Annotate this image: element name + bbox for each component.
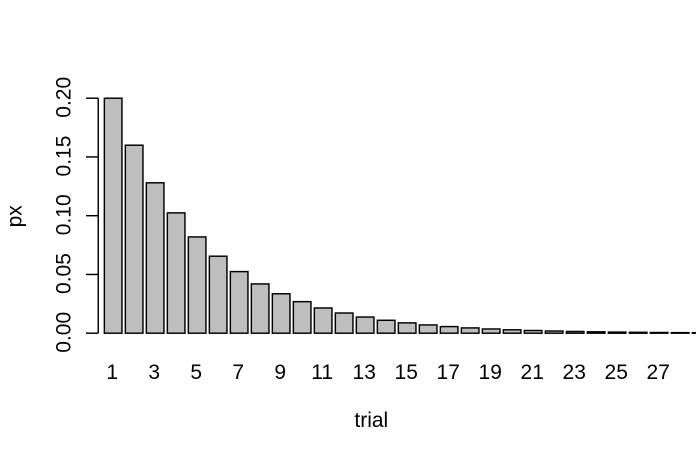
svg-text:0.00: 0.00 [52,312,75,353]
svg-text:13: 13 [353,361,376,384]
svg-text:19: 19 [479,361,502,384]
svg-text:1: 1 [106,361,118,384]
svg-text:23: 23 [563,361,586,384]
svg-text:7: 7 [232,361,244,384]
svg-text:trial: trial [354,409,388,432]
svg-text:3: 3 [148,361,160,384]
svg-text:5: 5 [190,361,202,384]
svg-text:9: 9 [274,361,286,384]
svg-text:21: 21 [521,361,544,384]
svg-text:0.05: 0.05 [52,253,75,294]
svg-text:25: 25 [605,361,628,384]
svg-text:15: 15 [395,361,418,384]
svg-text:0.20: 0.20 [52,77,75,118]
svg-text:17: 17 [437,361,460,384]
svg-text:0.15: 0.15 [52,136,75,177]
svg-text:0.10: 0.10 [52,194,75,235]
svg-text:11: 11 [311,361,333,384]
svg-text:27: 27 [647,361,670,384]
svg-text:px: px [3,205,26,228]
